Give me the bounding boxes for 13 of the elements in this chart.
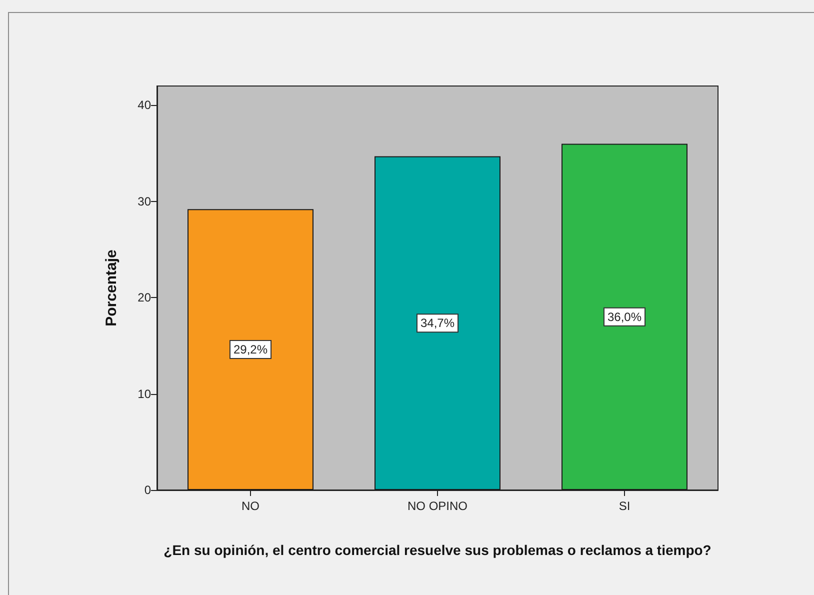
y-tick-label: 40 bbox=[138, 98, 152, 112]
y-axis-title: Porcentaje bbox=[103, 250, 120, 326]
data-label: 29,2% bbox=[233, 342, 268, 357]
x-axis-title: ¿En su opinión, el centro comercial resuelve sus problemas o reclamos a tiempo? bbox=[164, 542, 712, 558]
y-tick-label: 20 bbox=[138, 290, 152, 305]
y-tick-label: 0 bbox=[144, 483, 152, 497]
y-tick-label: 30 bbox=[138, 194, 152, 208]
x-tick-label: SI bbox=[618, 499, 630, 513]
y-tick-label: 10 bbox=[138, 386, 152, 401]
data-label: 36,0% bbox=[607, 310, 642, 324]
x-tick-label: NO OPINO bbox=[407, 499, 468, 513]
data-label: 34,7% bbox=[420, 316, 455, 330]
x-tick-label: NO bbox=[242, 499, 260, 513]
